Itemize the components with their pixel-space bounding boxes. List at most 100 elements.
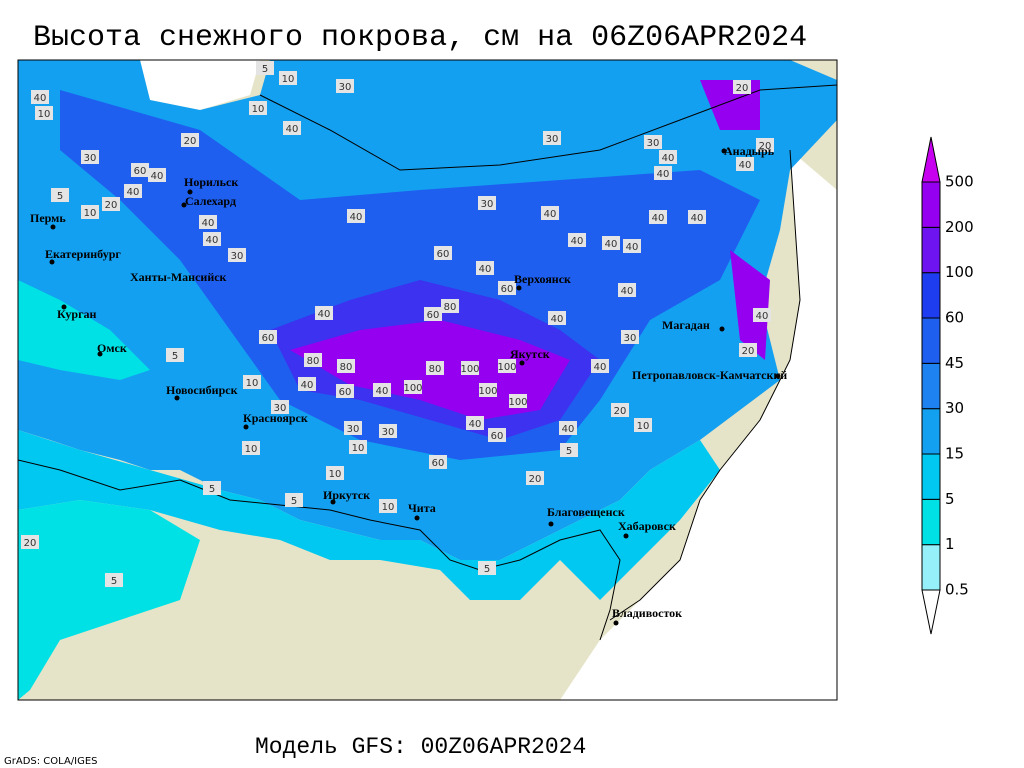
contour-label: 100 xyxy=(497,359,517,373)
contour-label-text: 40 xyxy=(202,218,215,229)
snow-5 xyxy=(18,430,720,600)
contour-label-text: 40 xyxy=(350,212,363,223)
contour-label-box xyxy=(478,196,496,210)
contour-label-text: 60 xyxy=(134,166,147,177)
contour-label: 5 xyxy=(560,443,578,457)
contour-label: 100 xyxy=(460,361,480,375)
contour-label: 10 xyxy=(249,101,267,115)
ocean xyxy=(140,60,260,110)
contour-label-text: 60 xyxy=(262,333,275,344)
contour-label: 80 xyxy=(441,299,459,313)
contour-label: 40 xyxy=(283,121,301,135)
colorbar-segment xyxy=(921,226,941,274)
contour-label: 100 xyxy=(508,394,528,408)
contour-label: 5 xyxy=(478,561,496,575)
colorbar-segment xyxy=(921,272,941,319)
contour-label-text: 80 xyxy=(444,302,457,313)
contour-label-text: 60 xyxy=(432,458,445,469)
colorbar-label: 500 xyxy=(945,173,974,191)
contour-label-text: 40 xyxy=(151,171,164,182)
contour-label-box xyxy=(124,184,142,198)
contour-label: 40 xyxy=(148,168,166,182)
contour-label-text: 60 xyxy=(501,284,514,295)
contour-label-box xyxy=(271,400,289,414)
contour-label-box xyxy=(228,248,246,262)
contour-label-box xyxy=(426,361,444,375)
contour-label-text: 100 xyxy=(497,362,516,373)
contour-label-box xyxy=(461,361,479,375)
contour-label-box xyxy=(283,121,301,135)
contour-label-box xyxy=(602,236,620,250)
contour-label-text: 10 xyxy=(329,469,342,480)
contour-label-box xyxy=(654,166,672,180)
map: 5 10 30 30 40 10 10 40 20 30 60 40 40 20 10 5 40 30 40 40 30… xyxy=(18,60,837,700)
contour-label-text: 20 xyxy=(742,346,755,357)
contour-label-box xyxy=(243,375,261,389)
city-label: Екатеринбург xyxy=(45,247,121,261)
contour-label-box xyxy=(379,424,397,438)
contour-label: 30 xyxy=(621,330,639,344)
contour-label-text: 40 xyxy=(657,169,670,180)
contour-label: 100 xyxy=(478,383,498,397)
contour-label-text: 60 xyxy=(491,431,504,442)
city-dot xyxy=(61,304,67,310)
contour-label: 60 xyxy=(488,428,506,442)
contour-label-box xyxy=(379,499,397,513)
city-label: Анадырь xyxy=(724,144,775,158)
contour-label-box xyxy=(756,138,774,152)
contour-label-box xyxy=(203,232,221,246)
contour-label: 80 xyxy=(426,361,444,375)
contour-label-text: 20 xyxy=(614,406,627,417)
contour-label: 40 xyxy=(736,157,754,171)
contour-label-text: 40 xyxy=(376,386,389,397)
contour-label-box xyxy=(181,133,199,147)
contour-label-box xyxy=(733,80,751,94)
contour-label-box xyxy=(349,440,367,454)
contour-label-box xyxy=(315,306,333,320)
footer: Модель GFS: 00Z06APR2024 xyxy=(255,734,586,760)
contour-label: 40 xyxy=(659,150,677,164)
colorbar-segment xyxy=(921,362,941,410)
contour-label-box xyxy=(548,311,566,325)
contour-label: 30 xyxy=(478,196,496,210)
city-label: Владивосток xyxy=(612,606,682,620)
colorbar-label: 1 xyxy=(945,535,955,553)
city-label: Курган xyxy=(57,307,97,321)
contour-label-box xyxy=(753,308,771,322)
contour-label: 30 xyxy=(379,424,397,438)
contour-label-text: 5 xyxy=(484,564,490,575)
contour-label-box xyxy=(498,281,516,295)
contour-label-text: 40 xyxy=(301,380,314,391)
city-dot xyxy=(519,360,525,366)
contour-label-text: 60 xyxy=(427,310,440,321)
contour-label: 80 xyxy=(337,359,355,373)
contour-label-text: 10 xyxy=(252,104,265,115)
contour-label-box xyxy=(203,481,221,495)
contour-label-box xyxy=(304,353,322,367)
city-dot xyxy=(414,515,420,521)
city-dot xyxy=(721,148,727,154)
colorbar-segment xyxy=(921,453,941,500)
contour-label: 40 xyxy=(602,236,620,250)
contour-label: 40 xyxy=(649,210,667,224)
contour-label-text: 80 xyxy=(429,364,442,375)
contour-label: 30 xyxy=(336,79,354,93)
contour-label: 20 xyxy=(181,133,199,147)
contour-label-text: 20 xyxy=(736,83,749,94)
colorbar-label: 15 xyxy=(945,445,964,463)
contour-label-text: 30 xyxy=(382,427,395,438)
contour-label-box xyxy=(347,209,365,223)
contour-label-text: 10 xyxy=(84,208,97,219)
contour-label-box xyxy=(736,157,754,171)
snow-1 xyxy=(18,500,200,700)
contour-label: 10 xyxy=(243,375,261,389)
title: Высота снежного покрова, см на 06Z06APR2… xyxy=(33,21,807,55)
contour-label-text: 10 xyxy=(245,444,258,455)
colorbar-cap xyxy=(921,589,941,635)
contour-label-text: 40 xyxy=(739,160,752,171)
contour-label-box xyxy=(249,101,267,115)
contour-label-text: 30 xyxy=(84,153,97,164)
contour-label-box xyxy=(478,561,496,575)
contour-label: 40 xyxy=(591,359,609,373)
contour-label-box xyxy=(285,493,303,507)
